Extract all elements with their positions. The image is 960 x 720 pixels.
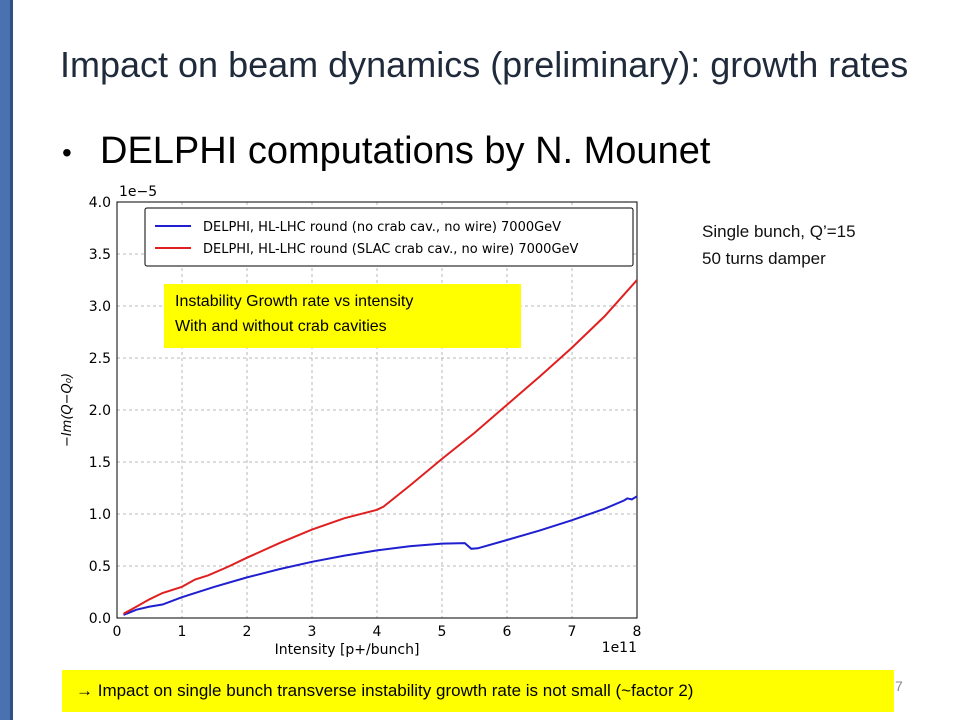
legend-label: DELPHI, HL-LHC round (SLAC crab cav., no… (203, 242, 579, 257)
x-tick-label: 7 (568, 624, 577, 640)
bullet-text: DELPHI computations by N. Mounet (100, 130, 711, 172)
y-axis-label: −Im(Q−Q₀) (60, 373, 75, 447)
x-axis-label: Intensity [p+/bunch] (275, 642, 420, 658)
page-number: 7 (895, 678, 903, 694)
y-multiplier: 1e−5 (119, 184, 157, 200)
y-tick-label: 0.5 (89, 559, 111, 575)
slide-title: Impact on beam dynamics (preliminary): g… (60, 44, 909, 85)
side-note-line: 50 turns damper (702, 249, 826, 268)
y-tick-label: 1.0 (89, 507, 111, 523)
plot-frame (116, 201, 638, 619)
series-line (123, 495, 637, 616)
side-note-line: Single bunch, Q’=15 (702, 222, 856, 241)
x-tick-label: 1 (178, 624, 187, 640)
x-tick-label: 8 (633, 624, 642, 640)
annotation-line: With and without crab cavities (175, 318, 387, 335)
y-tick-label: 3.5 (89, 247, 111, 263)
chart-svg: 0 1 2 3 4 5 6 7 8 0.0 0.5 1.0 1.5 2.0 2.5 3.0 3.5 4.0 1e−5… (60, 184, 642, 658)
x-tick-label: 2 (243, 624, 252, 640)
y-tick-label: 2.5 (89, 351, 111, 367)
series-line (123, 279, 637, 615)
annotation-box: Instability Growth rate vs intensity Wit… (164, 284, 521, 348)
conclusion-box: → Impact on single bunch transverse inst… (62, 670, 894, 712)
x-multiplier: 1e11 (602, 640, 637, 656)
legend-box (144, 207, 634, 267)
y-tick-label: 0.0 (89, 611, 111, 627)
growth-rate-chart: 0 1 2 3 4 5 6 7 8 0.0 0.5 1.0 1.5 2.0 2.5 3.0 3.5 4.0 1e−5… (55, 180, 655, 660)
y-tick-label: 4.0 (89, 195, 111, 211)
legend-label: DELPHI, HL-LHC round (no crab cav., no w… (203, 220, 561, 235)
x-tick-label: 6 (503, 624, 512, 640)
bullet-item: • DELPHI computations by N. Mounet (62, 130, 710, 173)
accent-bar (0, 0, 10, 720)
bullet-icon: • (62, 136, 72, 168)
x-tick-label: 4 (373, 624, 382, 640)
x-tick-label: 0 (113, 624, 122, 640)
y-tick-label: 3.0 (89, 299, 111, 315)
accent-bar-edge (10, 0, 13, 720)
y-tick-label: 1.5 (89, 455, 111, 471)
y-tick-label: 2.0 (89, 403, 111, 419)
x-tick-label: 3 (308, 624, 317, 640)
annotation-line: Instability Growth rate vs intensity (175, 293, 414, 310)
x-tick-label: 5 (438, 624, 447, 640)
side-note: Single bunch, Q’=15 50 turns damper (702, 218, 856, 272)
